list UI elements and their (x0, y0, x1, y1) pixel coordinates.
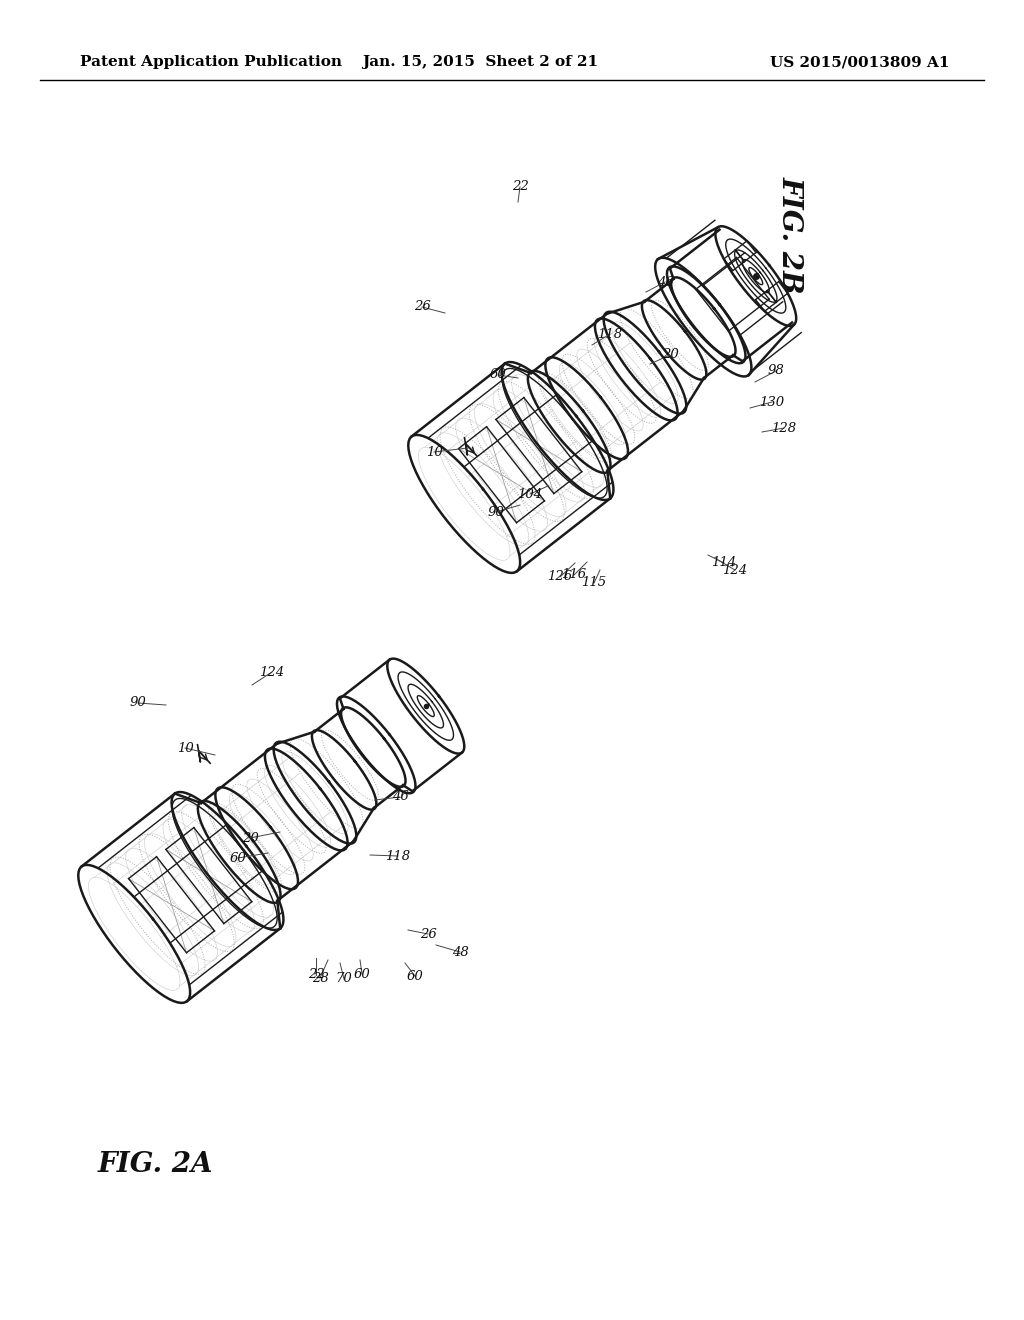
Text: 60: 60 (489, 368, 507, 381)
Text: 124: 124 (259, 665, 285, 678)
Text: 60: 60 (229, 851, 247, 865)
Text: 48: 48 (452, 945, 468, 958)
Text: 70: 70 (336, 973, 352, 986)
Text: 26: 26 (420, 928, 436, 940)
Text: 115: 115 (582, 577, 606, 590)
Text: 46: 46 (656, 276, 674, 289)
Text: Jan. 15, 2015  Sheet 2 of 21: Jan. 15, 2015 Sheet 2 of 21 (361, 55, 598, 69)
Text: 46: 46 (391, 791, 409, 804)
Text: 22: 22 (307, 969, 325, 982)
Text: 118: 118 (597, 327, 623, 341)
Text: 128: 128 (771, 421, 797, 434)
Text: 90: 90 (130, 697, 146, 710)
Text: Patent Application Publication: Patent Application Publication (80, 55, 342, 69)
Text: 118: 118 (385, 850, 411, 862)
Text: 22: 22 (512, 181, 528, 194)
Text: 20: 20 (662, 348, 678, 362)
Text: 124: 124 (723, 564, 748, 577)
Text: 20: 20 (242, 832, 258, 845)
Text: 10: 10 (426, 446, 442, 458)
Text: 104: 104 (517, 487, 543, 500)
Text: 10: 10 (176, 742, 194, 755)
Text: 114: 114 (712, 557, 736, 569)
Text: 60: 60 (407, 969, 423, 982)
Text: 60: 60 (353, 968, 371, 981)
Text: FIG. 2B: FIG. 2B (776, 177, 804, 294)
Text: 126: 126 (548, 570, 572, 583)
Text: 98: 98 (768, 364, 784, 378)
Text: 130: 130 (760, 396, 784, 408)
Text: FIG. 2A: FIG. 2A (97, 1151, 213, 1179)
Text: US 2015/0013809 A1: US 2015/0013809 A1 (770, 55, 950, 69)
Text: 116: 116 (561, 569, 587, 582)
Text: 28: 28 (311, 972, 329, 985)
Text: 90: 90 (487, 506, 505, 519)
Text: 26: 26 (414, 301, 430, 314)
